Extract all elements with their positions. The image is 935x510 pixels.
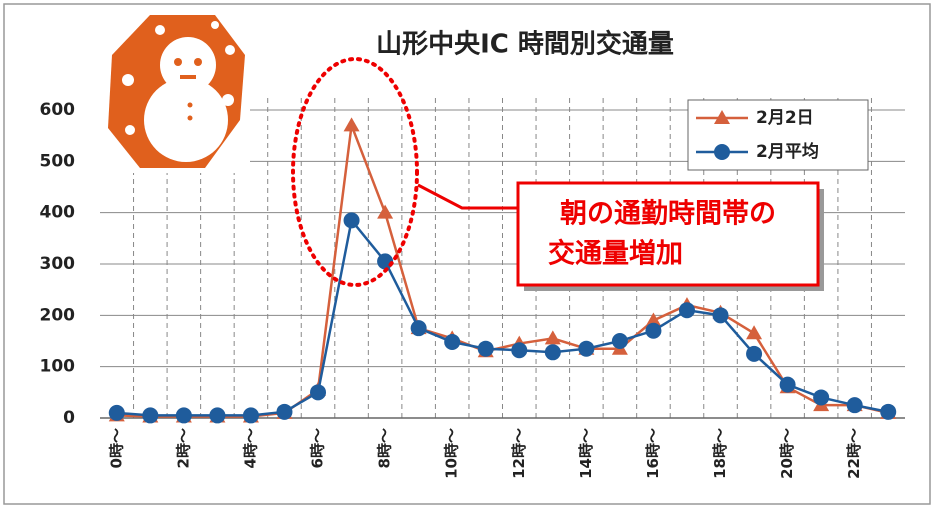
- snowman-icon: [100, 8, 250, 173]
- circle-marker: [209, 407, 226, 424]
- x-tick-label: 0時～: [107, 428, 125, 468]
- circle-marker: [175, 407, 192, 424]
- triangle-marker: [343, 117, 360, 132]
- x-tick-label: 2時～: [174, 428, 192, 468]
- circle-marker: [310, 384, 327, 401]
- legend-label: 2月2日: [756, 108, 814, 128]
- chart-title: 山形中央IC 時間別交通量: [376, 29, 674, 60]
- y-tick-label: 0: [63, 408, 75, 428]
- y-tick-label: 500: [40, 151, 76, 171]
- annotation-line: 交通量増加: [548, 238, 683, 270]
- circle-marker: [846, 397, 863, 414]
- y-tick-label: 600: [40, 100, 76, 120]
- annotation-line: 朝の通勤時間帯の: [560, 198, 776, 230]
- circle-marker: [377, 253, 394, 270]
- triangle-marker: [377, 204, 394, 219]
- x-tick-label: 10時～: [443, 428, 461, 479]
- circle-marker: [108, 404, 125, 421]
- circle-marker: [678, 302, 695, 319]
- triangle-marker: [645, 312, 662, 327]
- x-tick-label: 18時～: [711, 428, 729, 479]
- callout-box: [516, 181, 820, 287]
- circle-marker: [276, 403, 293, 420]
- triangle-marker: [746, 325, 763, 340]
- circle-marker: [142, 407, 159, 424]
- x-tick-label: 16時～: [644, 428, 662, 479]
- x-tick-label: 4時～: [241, 428, 259, 468]
- circle-marker: [714, 144, 730, 160]
- triangle-marker: [714, 110, 730, 124]
- circle-marker: [880, 403, 897, 420]
- circle-marker: [813, 389, 830, 406]
- circle-marker: [611, 333, 628, 349]
- circle-marker: [477, 340, 494, 357]
- x-tick-label: 20時～: [778, 428, 796, 479]
- circle-marker: [746, 345, 763, 362]
- legend-label: 2月平均: [756, 141, 819, 162]
- circle-marker: [645, 322, 662, 339]
- y-tick-label: 400: [40, 203, 76, 223]
- x-tick-label: 6時～: [309, 428, 327, 468]
- circle-marker: [511, 342, 528, 359]
- x-tick-label: 8時～: [376, 428, 394, 468]
- circle-marker: [410, 320, 427, 337]
- highlight-ellipse: [291, 57, 419, 287]
- x-tick-label: 14時～: [577, 428, 595, 479]
- circle-marker: [343, 212, 360, 229]
- circle-marker: [444, 334, 461, 351]
- y-tick-label: 100: [40, 357, 76, 377]
- triangle-marker: [544, 330, 561, 345]
- circle-marker: [544, 344, 561, 361]
- callout-line: [417, 183, 522, 210]
- y-tick-label: 200: [40, 305, 76, 325]
- circle-marker: [242, 407, 259, 424]
- circle-marker: [779, 376, 796, 393]
- circle-marker: [578, 340, 595, 357]
- circle-marker: [712, 307, 729, 324]
- y-tick-label: 300: [40, 254, 76, 274]
- x-tick-label: 22時～: [845, 428, 863, 479]
- x-tick-label: 12時～: [510, 428, 528, 479]
